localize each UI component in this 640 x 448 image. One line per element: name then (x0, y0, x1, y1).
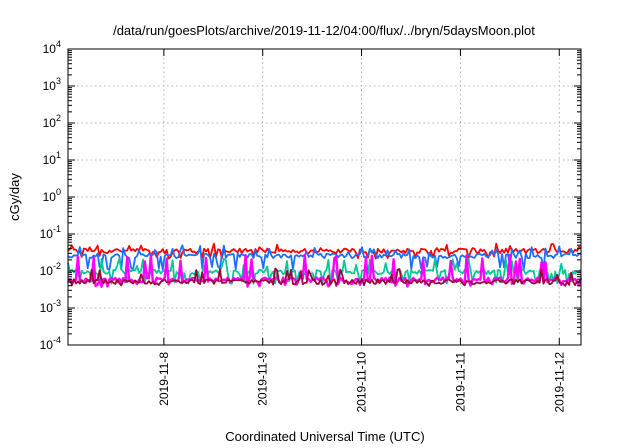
y-axis-label: cGy/day (7, 173, 22, 221)
x-tick-label: 2019-11-8 (157, 352, 171, 406)
ticks (68, 48, 581, 346)
x-axis-label: Coordinated Universal Time (UTC) (225, 429, 424, 444)
y-tick-label: 101 (43, 150, 61, 167)
y-tick-label: 10-4 (40, 335, 61, 352)
y-tick-labels: 10-4 10-3 10-2 10-1 100 101 102 103 104 (40, 39, 61, 352)
y-tick-label: 102 (43, 113, 61, 130)
y-tick-label: 10-2 (40, 261, 61, 278)
x-tick-label: 2019-11-11 (453, 352, 467, 412)
y-tick-label: 10-3 (40, 298, 61, 315)
y-tick-label: 100 (43, 187, 61, 204)
series-layer (67, 242, 583, 288)
grid (68, 49, 581, 345)
y-tick-label: 10-1 (40, 224, 61, 241)
y-tick-label: 103 (43, 76, 61, 93)
x-tick-label: 2019-11-12 (552, 352, 566, 413)
x-tick-label: 2019-11-9 (256, 352, 270, 406)
series-line-2 (67, 244, 582, 271)
x-tick-label: 2019-11-10 (355, 352, 369, 413)
series-line-5 (67, 267, 582, 287)
y-tick-label: 104 (43, 39, 61, 56)
chart-title: /data/run/goesPlots/archive/2019-11-12/0… (113, 23, 535, 38)
x-tick-labels: 2019-11-8 2019-11-9 2019-11-10 2019-11-11 20… (157, 352, 566, 413)
